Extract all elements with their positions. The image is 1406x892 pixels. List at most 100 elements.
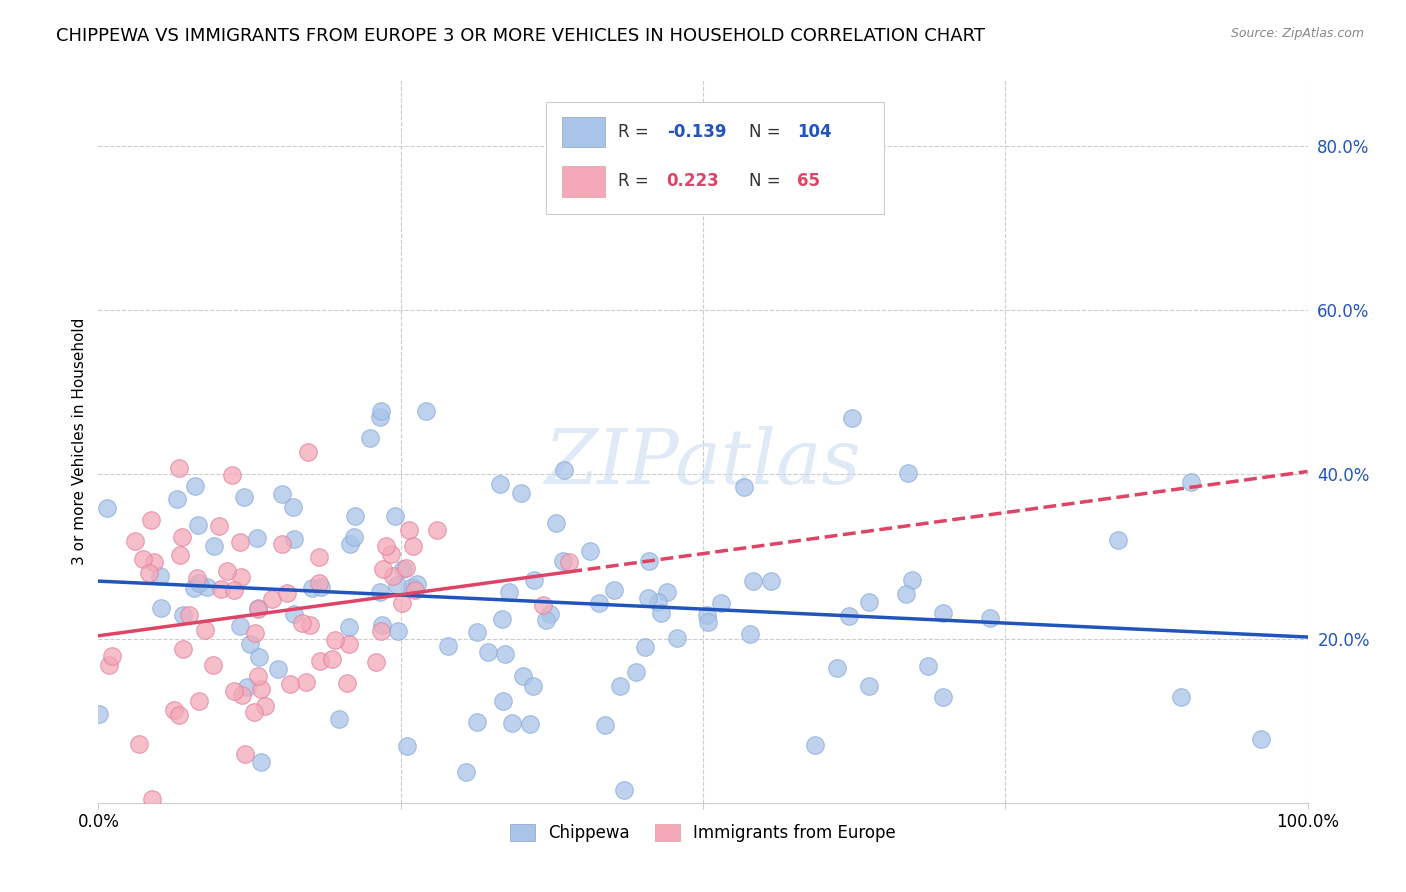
Point	[901, 573, 924, 587]
Point	[247, 650, 270, 665]
Point	[696, 608, 718, 623]
FancyBboxPatch shape	[561, 117, 605, 147]
Point	[380, 547, 402, 561]
Point	[436, 639, 458, 653]
Point	[498, 585, 520, 599]
Point	[243, 705, 266, 719]
Point	[195, 581, 218, 595]
Point	[406, 577, 429, 591]
Point	[402, 539, 425, 553]
Point	[138, 566, 160, 580]
Point	[647, 595, 669, 609]
Point	[328, 712, 350, 726]
Point	[655, 585, 678, 599]
Point	[163, 703, 186, 717]
Point	[465, 714, 488, 729]
Point	[650, 607, 672, 621]
Point	[761, 574, 783, 588]
Point	[228, 619, 250, 633]
Point	[838, 609, 860, 624]
Point	[579, 544, 602, 558]
Point	[229, 570, 252, 584]
Point	[297, 445, 319, 459]
Point	[477, 645, 499, 659]
Point	[932, 606, 955, 620]
Point	[343, 530, 366, 544]
Point	[553, 463, 575, 477]
Point	[381, 569, 404, 583]
Point	[337, 619, 360, 633]
Point	[143, 555, 166, 569]
Legend: Chippewa, Immigrants from Europe: Chippewa, Immigrants from Europe	[503, 817, 903, 848]
Point	[595, 718, 617, 732]
Point	[308, 654, 330, 668]
Point	[323, 632, 346, 647]
FancyBboxPatch shape	[561, 166, 605, 196]
Point	[339, 537, 361, 551]
Point	[281, 500, 304, 515]
Point	[221, 467, 243, 482]
Point	[387, 624, 409, 638]
Point	[391, 562, 413, 576]
Point	[371, 617, 394, 632]
Point	[398, 523, 420, 537]
FancyBboxPatch shape	[546, 102, 884, 214]
Point	[932, 690, 955, 704]
Point	[370, 624, 392, 638]
Point	[370, 404, 392, 418]
Point	[375, 539, 398, 553]
Point	[298, 618, 321, 632]
Point	[169, 461, 191, 475]
Point	[301, 581, 323, 595]
Point	[558, 555, 581, 569]
Point	[169, 548, 191, 562]
Point	[501, 715, 523, 730]
Point	[384, 509, 406, 524]
Point	[184, 479, 207, 493]
Point	[603, 583, 626, 598]
Point	[186, 571, 208, 585]
Point	[337, 637, 360, 651]
Point	[415, 404, 437, 418]
Point	[209, 582, 232, 597]
Point	[202, 657, 225, 672]
Point	[544, 516, 567, 530]
Point	[246, 531, 269, 545]
Point	[522, 679, 544, 693]
Point	[246, 669, 269, 683]
Point	[321, 652, 343, 666]
Point	[588, 596, 610, 610]
Point	[236, 680, 259, 694]
Point	[391, 596, 413, 610]
Point	[368, 409, 391, 424]
Text: ZIPatlas: ZIPatlas	[544, 426, 862, 500]
Point	[124, 534, 146, 549]
Point	[634, 640, 657, 654]
Point	[533, 598, 555, 612]
Point	[250, 756, 273, 770]
Point	[215, 564, 238, 578]
Point	[465, 624, 488, 639]
Point	[267, 662, 290, 676]
Point	[149, 600, 172, 615]
Point	[637, 591, 659, 605]
Point	[169, 707, 191, 722]
Point	[245, 626, 267, 640]
Point	[359, 431, 381, 445]
Point	[344, 508, 367, 523]
Point	[488, 476, 510, 491]
Text: CHIPPEWA VS IMMIGRANTS FROM EUROPE 3 OR MORE VEHICLES IN HOUSEHOLD CORRELATION C: CHIPPEWA VS IMMIGRANTS FROM EUROPE 3 OR …	[56, 27, 986, 45]
Point	[827, 660, 849, 674]
Point	[404, 583, 426, 598]
Point	[426, 524, 449, 538]
Point	[510, 485, 533, 500]
Point	[454, 764, 477, 779]
Point	[396, 739, 419, 754]
Point	[222, 582, 245, 597]
Point	[395, 561, 418, 575]
Point	[1170, 690, 1192, 705]
Text: 0.223: 0.223	[666, 172, 720, 190]
Point	[710, 596, 733, 610]
Point	[626, 665, 648, 679]
Point	[1107, 533, 1129, 548]
